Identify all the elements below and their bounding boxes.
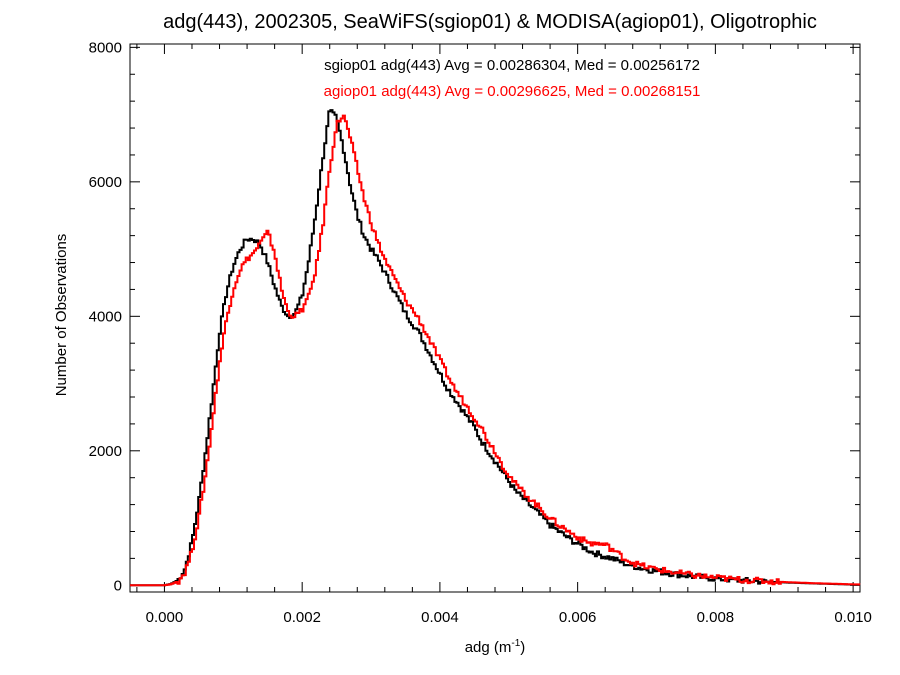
y-tick-label: 0 xyxy=(114,577,122,594)
x-tick-label: 0.006 xyxy=(559,609,597,626)
y-axis-label: Number of Observations xyxy=(53,234,70,397)
x-tick-label: 0.002 xyxy=(283,609,321,626)
y-axis-ticks: 0 2000 4000 6000 8000 xyxy=(89,39,860,594)
x-tick-label: 0.010 xyxy=(834,609,872,626)
x-tick-label: 0.004 xyxy=(421,609,459,626)
plot-frame xyxy=(129,43,861,593)
annotations: sgiop01 adg(443) Avg = 0.00286304, Med =… xyxy=(324,57,701,100)
y-tick-label: 2000 xyxy=(89,443,122,460)
x-axis-label-superscript: -1 xyxy=(511,638,520,649)
x-tick-label: 0.000 xyxy=(146,609,184,626)
y-tick-label: 6000 xyxy=(89,174,122,191)
stats-annotation: agiop01 adg(443) Avg = 0.00296625, Med =… xyxy=(324,83,701,100)
y-tick-label: 8000 xyxy=(89,39,122,56)
chart-title: adg(443), 2002305, SeaWiFS(sgiop01) & MO… xyxy=(163,11,817,33)
series-layer xyxy=(130,109,861,587)
series-line-sgiop01 xyxy=(130,109,860,587)
y-tick-label: 4000 xyxy=(89,308,122,325)
x-axis-label: adg (m-1) xyxy=(465,638,526,656)
series-line-agiop01 xyxy=(130,114,861,587)
stats-annotation: sgiop01 adg(443) Avg = 0.00286304, Med =… xyxy=(324,57,700,74)
x-axis-ticks: 0.000 0.002 0.004 0.006 0.008 0.010 xyxy=(136,44,872,626)
x-tick-label: 0.008 xyxy=(697,609,735,626)
